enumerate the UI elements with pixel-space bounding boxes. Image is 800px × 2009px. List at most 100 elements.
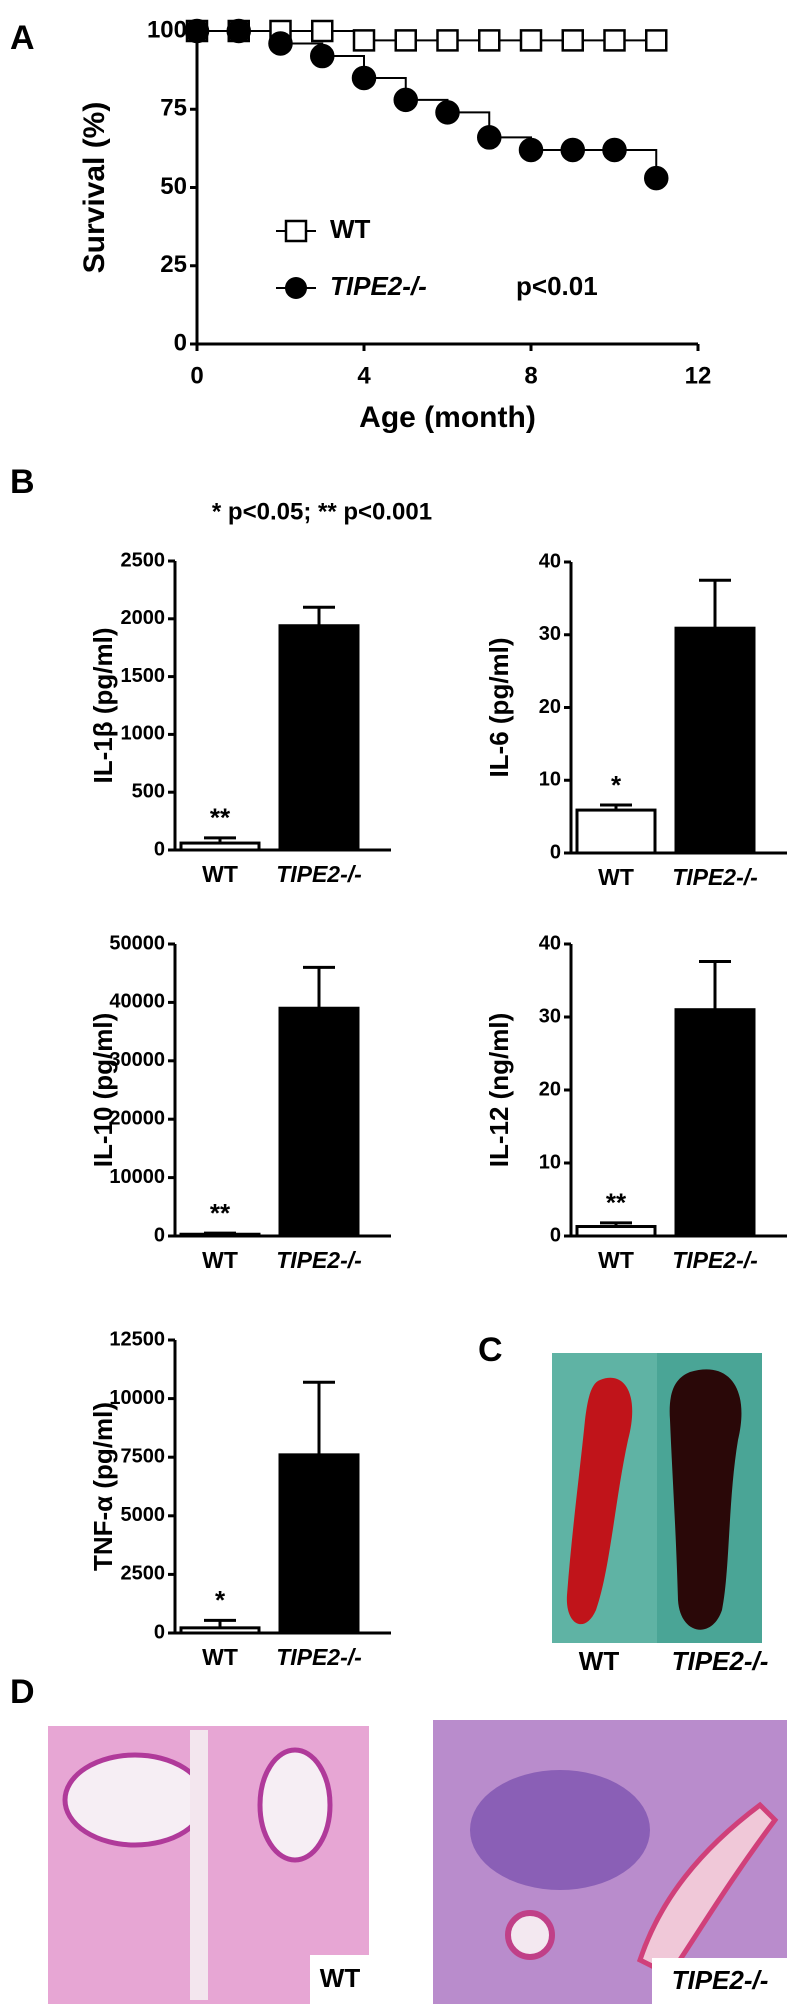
error-bar (204, 836, 236, 844)
y-axis-title: IL-1β (pg/ml) (88, 628, 118, 784)
bar (179, 1626, 261, 1635)
marker (184, 18, 210, 44)
marker (351, 65, 377, 91)
panel-letter: A (10, 19, 35, 57)
bar (575, 808, 657, 855)
x-axis-title: Age (month) (359, 401, 536, 434)
y-tick-label: 0 (174, 329, 187, 356)
legend-marker (284, 219, 308, 243)
category-label: WT (202, 1644, 238, 1670)
marker (435, 100, 460, 125)
x-tick-label: 8 (524, 362, 537, 389)
y-tick-label: 10 (539, 769, 561, 791)
y-tick-label: 2500 (121, 1563, 166, 1585)
y-tick-label: 25 (160, 251, 187, 278)
error-bar (204, 1618, 236, 1628)
category-label: WT (202, 1247, 238, 1273)
y-tick-label: 50 (160, 173, 187, 200)
y-tick-label: 20 (539, 1078, 561, 1100)
y-tick-label: 30 (539, 1005, 561, 1027)
significance-mark: * (215, 1585, 226, 1615)
y-tick-label: 10000 (109, 1166, 165, 1188)
y-tick-label: 0 (154, 1224, 165, 1246)
error-bar (600, 1221, 632, 1227)
marker (518, 137, 544, 163)
y-tick-label: 20 (539, 696, 561, 718)
category-label: TIPE2-/- (276, 1247, 362, 1273)
y-tick-label: 20000 (109, 1107, 165, 1129)
panel-letter: D (10, 1673, 35, 1711)
y-tick-label: 40 (539, 550, 561, 572)
error-bar (303, 1380, 335, 1455)
error-bar (699, 578, 731, 629)
y-tick-label: 500 (132, 780, 165, 802)
marker (644, 165, 669, 191)
y-tick-label: 10 (539, 1151, 561, 1173)
y-tick-label: 2000 (121, 607, 166, 629)
legend-label: TIPE2-/- (330, 271, 427, 301)
bar (674, 1008, 756, 1238)
bar (179, 841, 261, 852)
marker (436, 29, 459, 52)
error-bar (600, 803, 632, 811)
x-tick-label: 4 (357, 362, 371, 389)
marker (393, 87, 418, 113)
y-tick-label: 100 (147, 16, 187, 43)
marker (226, 18, 251, 44)
category-label: TIPE2-/- (276, 861, 362, 887)
marker (560, 137, 585, 163)
histology-label: TIPE2-/- (672, 1965, 769, 1995)
photo-label: TIPE2-/- (672, 1646, 769, 1676)
y-tick-label: 40000 (109, 991, 165, 1013)
category-label: TIPE2-/- (672, 1247, 758, 1273)
y-tick-label: 1500 (121, 665, 166, 687)
marker (352, 29, 376, 52)
photo-label: WT (579, 1646, 620, 1676)
y-tick-label: 40 (539, 932, 561, 954)
bar (278, 624, 360, 852)
marker (561, 29, 584, 52)
panel-letter: B (10, 463, 35, 501)
y-tick-label: 30000 (109, 1049, 165, 1071)
y-tick-label: 75 (160, 95, 187, 122)
legend-label: WT (330, 214, 371, 244)
category-label: TIPE2-/- (276, 1644, 362, 1670)
y-axis-title: TNF-α (pg/ml) (88, 1402, 118, 1571)
marker (394, 29, 417, 52)
y-tick-label: 0 (550, 1224, 561, 1246)
bar (278, 1006, 360, 1238)
error-bar (699, 960, 731, 1010)
x-tick-label: 12 (685, 362, 712, 389)
marker (310, 43, 335, 69)
category-label: WT (202, 861, 238, 887)
y-tick-label: 7500 (121, 1445, 166, 1467)
significance-note: * p<0.05; ** p<0.001 (212, 498, 432, 525)
y-tick-label: 10000 (109, 1387, 165, 1409)
spleen-photo (552, 1353, 762, 1643)
y-tick-label: 0 (154, 838, 165, 860)
y-tick-label: 0 (550, 841, 561, 863)
y-axis-title: IL-6 (pg/ml) (484, 637, 514, 777)
bar (575, 1225, 657, 1238)
marker (268, 31, 293, 56)
x-tick-label: 0 (190, 362, 203, 389)
histology-wt (48, 1726, 369, 2004)
y-tick-label: 1000 (121, 723, 166, 745)
marker (602, 137, 627, 163)
category-label: WT (598, 864, 634, 890)
marker (311, 19, 334, 43)
y-tick-label: 12500 (109, 1328, 165, 1350)
y-axis-title: IL-10 (pg/ml) (88, 1013, 118, 1168)
error-bar (303, 605, 335, 626)
bar (278, 1453, 360, 1635)
error-bar (204, 1231, 236, 1235)
category-label: TIPE2-/- (672, 864, 758, 890)
survival-line (197, 30, 658, 179)
panel-letter: C (478, 1331, 503, 1369)
significance-mark: ** (210, 1198, 231, 1228)
marker (645, 29, 668, 52)
histology-label: WT (320, 1963, 361, 1993)
significance-mark: ** (606, 1188, 627, 1218)
